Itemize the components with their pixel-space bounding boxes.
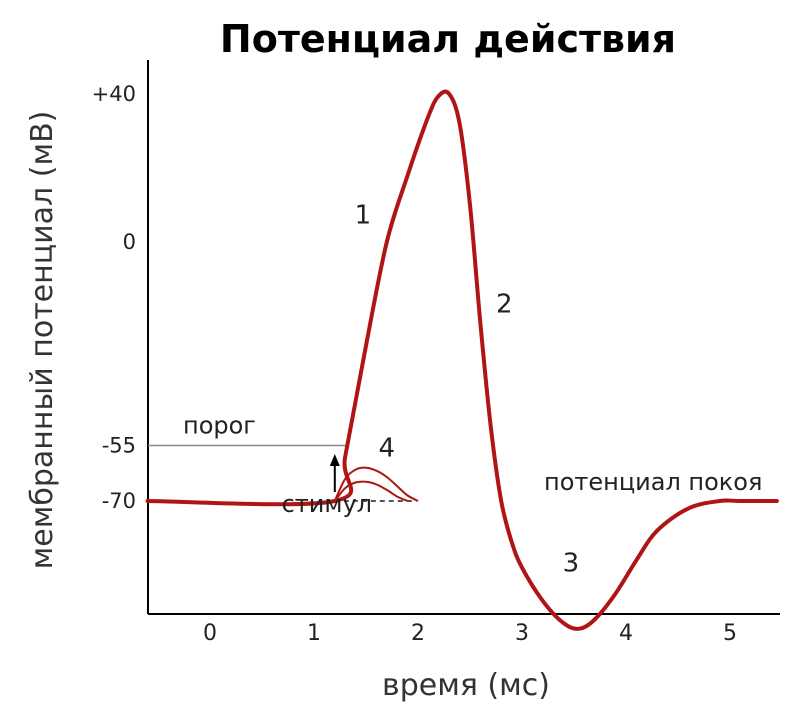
y-tick-label: 0 xyxy=(123,230,136,254)
x-tick-label: 2 xyxy=(411,621,425,646)
phase-label: 2 xyxy=(496,289,513,319)
phase-label: 3 xyxy=(563,548,580,578)
y-tick-label: -70 xyxy=(102,489,136,513)
subthreshold-curve-high xyxy=(333,466,419,502)
x-tick-label: 4 xyxy=(619,621,633,646)
threshold-label: порог xyxy=(183,412,256,440)
x-tick-label: 3 xyxy=(515,621,529,646)
y-tick-label: +40 xyxy=(92,82,136,106)
chart-title: Потенциал действия xyxy=(220,17,676,61)
x-tick-label: 0 xyxy=(203,621,217,646)
subthreshold-curve-low xyxy=(334,480,408,502)
stimulus-arrow xyxy=(329,454,340,492)
x-axis-label: время (мс) xyxy=(382,668,550,703)
x-tick-label: 1 xyxy=(307,621,321,646)
action-potential-curve xyxy=(145,89,779,631)
stimulus-label: стимул xyxy=(282,490,372,518)
y-axis-label: мембранный потенциал (мВ) xyxy=(25,111,60,570)
phase-label: 1 xyxy=(355,201,372,231)
resting-label: потенциал покоя xyxy=(544,468,762,496)
x-tick-label: 5 xyxy=(723,621,737,646)
y-tick-label: -55 xyxy=(102,434,136,458)
phase-label: 4 xyxy=(379,434,396,464)
